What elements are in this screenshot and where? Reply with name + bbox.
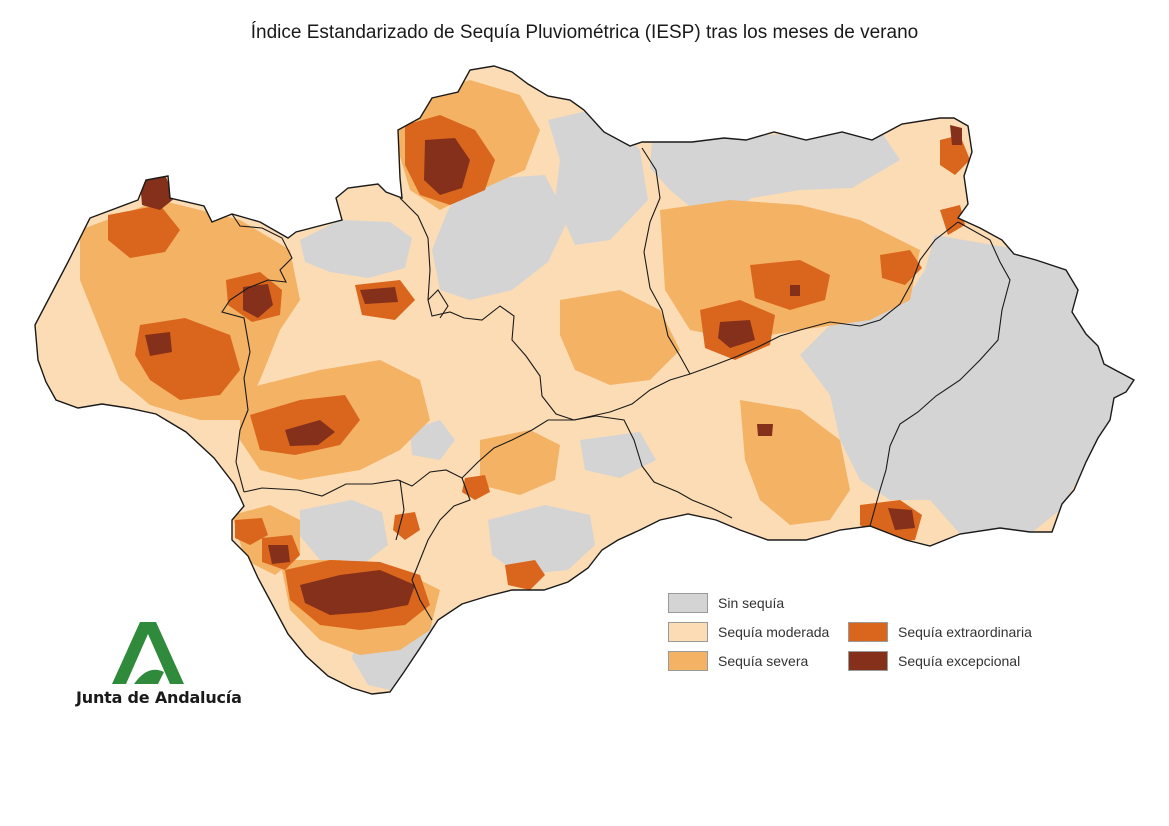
legend-swatch <box>668 593 708 613</box>
junta-andalucia-logo-icon <box>112 622 184 684</box>
legend-swatch <box>848 651 888 671</box>
legend-label: Sequía excepcional <box>898 653 1021 669</box>
legend-swatch <box>668 651 708 671</box>
legend-swatch <box>848 622 888 642</box>
legend-swatch <box>668 622 708 642</box>
legend-item-sequia-excepcional: Sequía excepcional <box>848 650 1020 672</box>
legend-label: Sequía extraordinaria <box>898 624 1032 640</box>
logo-text: Junta de Andalucía <box>76 688 242 707</box>
legend-item-sequia-severa: Sequía severa <box>668 650 808 672</box>
legend-item-sequia-extraordinaria: Sequía extraordinaria <box>848 621 1032 643</box>
map-title: Índice Estandarizado de Sequía Pluviomét… <box>250 22 919 43</box>
legend-label: Sin sequía <box>718 595 785 611</box>
legend-item-sequia-moderada: Sequía moderada <box>668 621 829 643</box>
legend-label: Sequía moderada <box>718 624 830 640</box>
legend-label: Sequía severa <box>718 653 809 669</box>
exceptional-drought-zones <box>140 125 962 615</box>
province-boundaries <box>221 147 1011 621</box>
legend-item-sin-sequia: Sin sequía <box>668 592 784 614</box>
